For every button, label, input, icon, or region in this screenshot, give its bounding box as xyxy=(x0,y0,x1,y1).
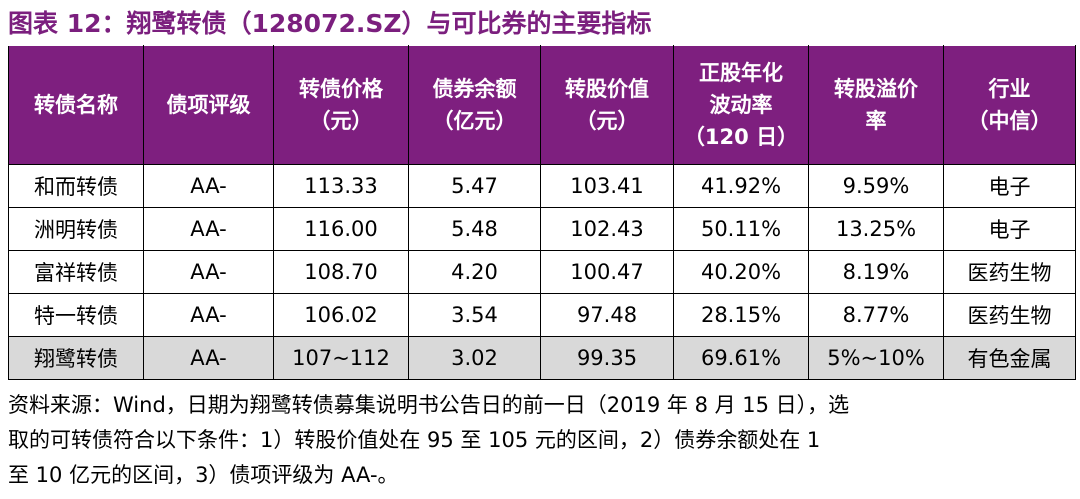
table-cell: 113.33 xyxy=(273,164,409,208)
table-body: 和而转债 AA- 113.33 5.47 103.41 41.92% 9.59% 电子 洲明转债… xyxy=(8,164,1076,380)
table-cell: 69.61% xyxy=(673,336,809,380)
table-cell: 9.59% xyxy=(808,164,944,208)
table-row: 特一转债 AA- 106.02 3.54 97.48 28.15% 8.77% 医药生物 xyxy=(8,293,1076,337)
table-cell: 50.11% xyxy=(673,207,809,251)
header-line: （120 日） xyxy=(683,125,799,149)
table-cell: 97.48 xyxy=(540,293,674,337)
table-cell: 医药生物 xyxy=(943,250,1076,294)
header-line: 率 xyxy=(865,109,887,133)
table-cell: 电子 xyxy=(943,207,1076,251)
source-line: 取的可转债符合以下条件：1）转股价值处在 95 至 105 元的区间，2）债券余… xyxy=(8,428,821,452)
table-row: 翔鹭转债 AA- 107~112 3.02 99.35 69.61% 5%~10% 有色金属 xyxy=(8,336,1076,380)
table-cell: 翔鹭转债 xyxy=(8,336,144,380)
header-line: 正股年化 xyxy=(699,61,783,85)
table-cell: 医药生物 xyxy=(943,293,1076,337)
header-line: （中信） xyxy=(967,109,1052,133)
table-cell: 102.43 xyxy=(540,207,674,251)
table-cell: 99.35 xyxy=(540,336,674,380)
table-cell: 28.15% xyxy=(673,293,809,337)
header-cell: 转股溢价率 xyxy=(808,45,944,165)
table-cell: 5%~10% xyxy=(808,336,944,380)
table-cell: 106.02 xyxy=(273,293,409,337)
header-line: 转债价格 xyxy=(299,77,383,101)
header-cell: 行业 （中信） xyxy=(943,45,1076,165)
table-cell: AA- xyxy=(143,336,274,380)
header-row: 转债名称 债项评级 转债价格 （元） 债券余额 （亿元） 转股价值 （元） 正股年化波动率 （12… xyxy=(8,45,1076,165)
table-cell: 5.48 xyxy=(408,207,541,251)
table-cell: 洲明转债 xyxy=(8,207,144,251)
source-line: 至 10 亿元的区间，3）债项评级为 AA-。 xyxy=(8,463,399,487)
header-cell: 转债价格 （元） xyxy=(273,45,409,165)
table-cell: 13.25% xyxy=(808,207,944,251)
header-line: 债券余额 xyxy=(432,77,517,101)
table-cell: 103.41 xyxy=(540,164,674,208)
source-line: 资料来源：Wind，日期为翔鹭转债募集说明书公告日的前一日（2019 年 8 月… xyxy=(8,393,850,417)
table-cell: 5.47 xyxy=(408,164,541,208)
header-cell: 债项评级 xyxy=(143,45,274,165)
table-cell: 特一转债 xyxy=(8,293,144,337)
table-cell: AA- xyxy=(143,250,274,294)
table-cell: 108.70 xyxy=(273,250,409,294)
header-line: （亿元） xyxy=(432,109,517,133)
header-cell: 债券余额 （亿元） xyxy=(408,45,541,165)
header-line: 行业 xyxy=(988,77,1031,101)
header-line: （元） xyxy=(309,109,373,133)
table-cell: AA- xyxy=(143,164,274,208)
table-cell: 有色金属 xyxy=(943,336,1076,380)
table-cell: 116.00 xyxy=(273,207,409,251)
header-cell: 转债名称 xyxy=(8,45,144,165)
header-line: 转股溢价 xyxy=(834,77,918,101)
table-row: 富祥转债 AA- 108.70 4.20 100.47 40.20% 8.19% 医药生物 xyxy=(8,250,1076,294)
table-cell: AA- xyxy=(143,293,274,337)
table-cell: 4.20 xyxy=(408,250,541,294)
table-cell: 3.02 xyxy=(408,336,541,380)
table-cell: 电子 xyxy=(943,164,1076,208)
header-line: 波动率 xyxy=(709,93,773,117)
header-line: （元） xyxy=(575,109,639,133)
title: 图表 12：翔鹭转债（128072.SZ）与可比券的主要指标 xyxy=(8,9,652,38)
table-cell: 41.92% xyxy=(673,164,809,208)
table-cell: AA- xyxy=(143,207,274,251)
header-line: 转股价值 xyxy=(565,77,649,101)
header-line: 转债名称 xyxy=(34,93,118,117)
table-cell: 40.20% xyxy=(673,250,809,294)
table-cell: 107~112 xyxy=(273,336,409,380)
table-cell: 富祥转债 xyxy=(8,250,144,294)
table-cell: 8.19% xyxy=(808,250,944,294)
table: 转债名称 债项评级 转债价格 （元） 债券余额 （亿元） 转股价值 （元） 正股年化波动率 （12… xyxy=(8,45,1076,380)
header-cell: 正股年化波动率 （120 日） xyxy=(673,45,809,165)
table-cell: 8.77% xyxy=(808,293,944,337)
table-cell: 3.54 xyxy=(408,293,541,337)
header-line: 债项评级 xyxy=(166,93,251,117)
source-note: 资料来源：Wind，日期为翔鹭转债募集说明书公告日的前一日（2019 年 8 月… xyxy=(8,388,849,493)
table-cell: 100.47 xyxy=(540,250,674,294)
table-cell: 和而转债 xyxy=(8,164,144,208)
table-row: 和而转债 AA- 113.33 5.47 103.41 41.92% 9.59% 电子 xyxy=(8,164,1076,208)
table-row: 洲明转债 AA- 116.00 5.48 102.43 50.11% 13.25% 电子 xyxy=(8,207,1076,251)
header-cell: 转股价值 （元） xyxy=(540,45,674,165)
